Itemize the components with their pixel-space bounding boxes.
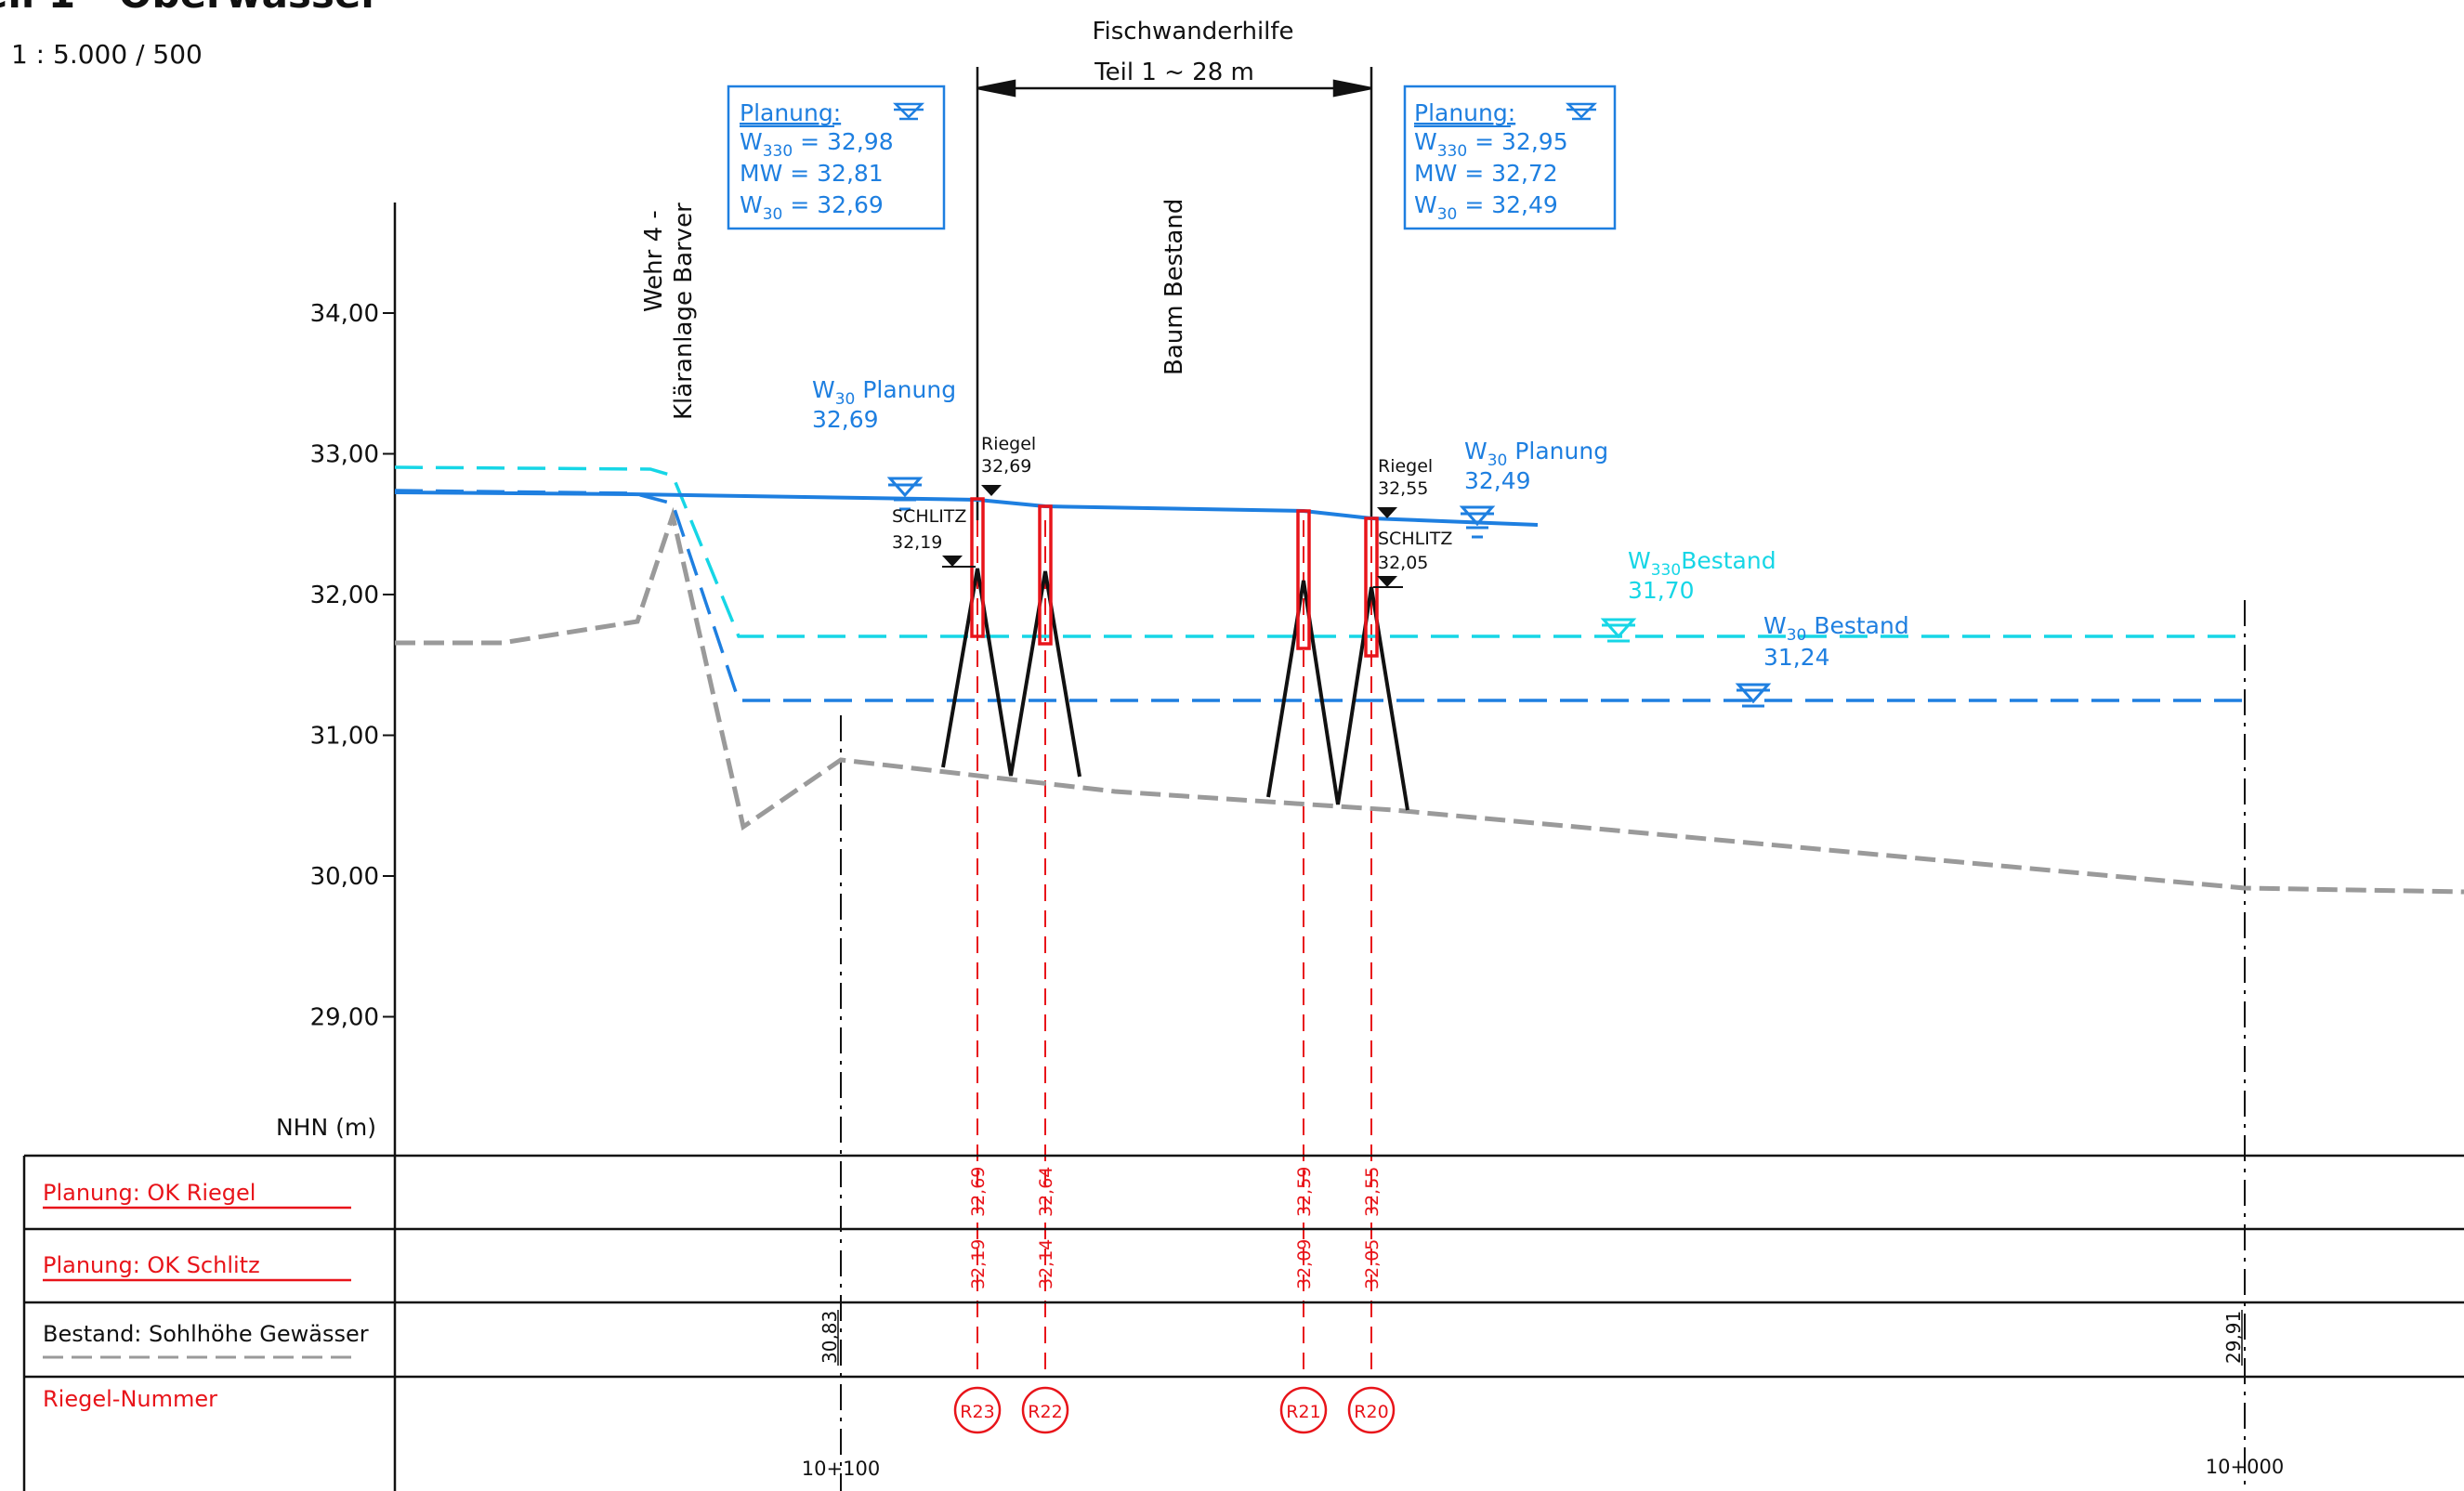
station-label-10000: 10+000	[2206, 1456, 2284, 1478]
svg-text:W330 = 32,95: W330 = 32,95	[1414, 128, 1568, 161]
riegel-ok-riegel-value: 32,55	[1362, 1167, 1383, 1217]
riegel-number-label: R23	[960, 1402, 994, 1422]
riegel-left-label: Riegel	[981, 434, 1036, 454]
y-tick-label: 30,00	[310, 863, 379, 891]
w30-planung-left-value: 32,69	[812, 406, 879, 433]
schlitz-right-value: 32,05	[1378, 553, 1428, 573]
weir-label-line1: Wehr 4 -	[640, 210, 668, 312]
sohle-value-10100: 30,83	[819, 1311, 841, 1364]
planung-left-mw: 32,81	[817, 160, 884, 187]
w30-bestand-value: 31,24	[1763, 644, 1830, 671]
row-label-ok-schlitz: Planung: OK Schlitz	[43, 1252, 260, 1278]
fischwanderhilfe-length: Teil 1 ~ 28 m	[1094, 59, 1254, 86]
planung-box-right: Planung: W330 = 32,95 MW = 32,72 W30 = 3…	[1403, 85, 1617, 230]
w330-bestand-line	[394, 465, 2245, 638]
row-label-sohlhoehe: Bestand: Sohlhöhe Gewässer	[43, 1321, 369, 1347]
drawing-title: eil 1 - Oberwasser	[0, 0, 380, 17]
water-level-icon	[886, 477, 924, 511]
tree-label: Baum Bestand	[1160, 199, 1188, 375]
w30-planung-right-label: W30 Planung	[1464, 438, 1608, 470]
riegel-center-lines	[976, 520, 1372, 1375]
svg-text:W30 = 32,49: W30 = 32,49	[1414, 191, 1558, 224]
riegel-number-circle	[953, 1386, 1002, 1434]
schlitz-left-value: 32,19	[892, 532, 942, 553]
riegel-left-value: 32,69	[981, 456, 1031, 477]
planung-right-w30: 32,49	[1491, 191, 1558, 218]
station-lines	[840, 600, 2246, 1491]
y-tick-label: 32,00	[310, 582, 379, 609]
planung-left-w330: 32,98	[827, 128, 894, 155]
y-tick-label: 34,00	[310, 300, 379, 328]
weir-label-line2: Kläranlage Barver	[670, 203, 698, 420]
w30-bestand-line	[394, 489, 2245, 702]
water-level-icon	[1600, 618, 1637, 643]
svg-text:W330 = 32,98: W330 = 32,98	[740, 128, 894, 161]
svg-text:MW = 32,81: MW = 32,81	[740, 160, 884, 187]
water-level-icon	[1459, 505, 1496, 539]
level-marker-icon	[1377, 576, 1397, 587]
planung-right-mw: 32,72	[1491, 160, 1558, 187]
riegel-number-circle	[1279, 1386, 1328, 1434]
riegel-right-label: Riegel	[1378, 456, 1433, 477]
sohle-value-10000: 29,91	[2222, 1311, 2245, 1364]
riegel-number-label: R21	[1286, 1402, 1320, 1422]
planung-box-right-title: Planung:	[1414, 99, 1515, 126]
riegel-table-values: 32,69 32,19 R23 32,64 32,14 R22 32,59 32,09 R21 3…	[953, 1167, 1396, 1434]
riegel-structures	[941, 568, 1409, 811]
station-label-10100: 10+100	[802, 1458, 880, 1480]
riegel-slots	[970, 497, 1379, 658]
planung-box-left-title: Planung:	[740, 99, 841, 126]
planung-box-left: Planung: W330 = 32,98 MW = 32,81 W30 = 3…	[727, 85, 946, 230]
riegel-number-circle	[1021, 1386, 1069, 1434]
riegel-number-circle	[1347, 1386, 1396, 1434]
w30-planung-right-value: 32,49	[1464, 467, 1531, 494]
riegel-number-label: R22	[1028, 1402, 1062, 1422]
riegel-ok-schlitz-value: 32,09	[1294, 1239, 1315, 1289]
svg-text:MW = 32,72: MW = 32,72	[1414, 160, 1558, 187]
y-tick-label: 33,00	[310, 441, 379, 469]
row-label-ok-riegel: Planung: OK Riegel	[43, 1180, 256, 1206]
riegel-number-label: R20	[1354, 1402, 1388, 1422]
fischwanderhilfe-label: Fischwanderhilfe	[1092, 18, 1293, 46]
w30-planung-left-label: W30 Planung	[812, 376, 956, 409]
schlitz-right-label: SCHLITZ	[1378, 529, 1452, 549]
w330-bestand-label: W330Bestand	[1628, 547, 1776, 580]
riegel-ok-schlitz-value: 32,19	[968, 1239, 989, 1289]
riegel-ok-schlitz-value: 32,14	[1036, 1239, 1056, 1289]
planung-right-w330: 32,95	[1501, 128, 1568, 155]
level-marker-icon	[1377, 507, 1397, 518]
level-marker-icon	[942, 556, 963, 567]
w30-bestand-label: W30 Bestand	[1763, 612, 1909, 645]
w330-bestand-value: 31,70	[1628, 577, 1695, 604]
water-level-icon	[892, 102, 925, 121]
drawing-scale: M. 1 : 5.000 / 500	[0, 39, 203, 70]
riegel-ok-riegel-value: 32,69	[968, 1167, 989, 1217]
y-axis-ticks: 34,00 33,00 32,00 31,00 30,00 29,00	[310, 300, 395, 1032]
riegel-ok-schlitz-value: 32,05	[1362, 1239, 1383, 1289]
water-level-icon	[1735, 683, 1772, 708]
level-marker-icon	[981, 485, 1002, 496]
dimension-line	[976, 67, 1373, 520]
riegel-ok-riegel-value: 32,64	[1036, 1167, 1056, 1217]
y-axis-unit: NHN (m)	[276, 1114, 376, 1141]
y-tick-label: 29,00	[310, 1004, 379, 1032]
water-level-icon	[1565, 102, 1598, 121]
data-table-grid	[22, 1154, 2464, 1491]
row-label-riegel-nummer: Riegel-Nummer	[43, 1386, 217, 1412]
y-tick-label: 31,00	[310, 723, 379, 751]
riegel-right-value: 32,55	[1378, 478, 1428, 499]
schlitz-left-label: SCHLITZ	[892, 506, 966, 527]
svg-text:W30 = 32,69: W30 = 32,69	[740, 191, 884, 224]
riegel-ok-riegel-value: 32,59	[1294, 1167, 1315, 1217]
sohle-bestand-line	[395, 506, 2464, 895]
planung-left-w30: 32,69	[817, 191, 884, 218]
